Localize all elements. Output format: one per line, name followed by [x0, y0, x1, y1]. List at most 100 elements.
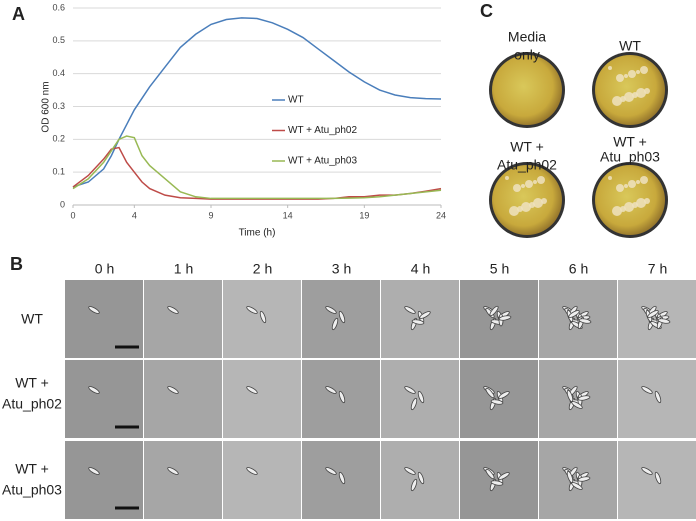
colony [537, 176, 545, 184]
micrograph [65, 441, 143, 519]
panel-label: A [12, 4, 25, 24]
colony [521, 202, 531, 212]
legend-label: WT [288, 95, 304, 106]
bacterium [259, 310, 267, 324]
bacterium [498, 472, 510, 480]
bacterium [566, 389, 574, 403]
bacterium [404, 386, 416, 394]
y-tick-label: 0.1 [52, 167, 65, 177]
colony [624, 202, 634, 212]
x-tick-label: 24 [436, 210, 446, 220]
bacterium [641, 467, 653, 475]
bacterium [167, 386, 179, 394]
bacterium [167, 306, 179, 314]
y-tick-label: 0.4 [52, 68, 65, 78]
plate-agar [595, 165, 665, 235]
colony [628, 70, 636, 78]
timelapse-grid: 0 h 1 h 2 h 3 h 4 h 5 h 6 h 7 h WT WT + Atu_ph02 WT… [2, 261, 696, 519]
plate-label: WT [619, 38, 641, 54]
plate-agar [492, 165, 562, 235]
colony [636, 198, 646, 208]
x-tick-label: 19 [359, 210, 369, 220]
bacterium [654, 390, 662, 404]
micrograph [65, 280, 143, 358]
bacterium [338, 471, 346, 485]
bacterium [88, 386, 100, 394]
plate-label: Atu_ph03 [600, 149, 660, 165]
bacterium [88, 306, 100, 314]
colony [612, 96, 622, 106]
bacterium [490, 399, 504, 405]
colony [608, 66, 612, 70]
micrograph [223, 441, 301, 519]
colony [612, 206, 622, 216]
bacterium [325, 467, 337, 475]
x-axis-title: Time (h) [239, 228, 276, 239]
colony [624, 184, 628, 188]
colony [521, 184, 525, 188]
bacterium [489, 305, 499, 317]
colony [533, 198, 543, 208]
bacterium [325, 386, 337, 394]
bacterium [411, 319, 425, 325]
bacterium [410, 478, 418, 492]
panel-label: B [10, 254, 23, 274]
bacterium [490, 480, 504, 486]
y-tick-label: 0.3 [52, 101, 65, 111]
legend-label: WT + Atu_ph02 [288, 125, 357, 136]
colony [608, 176, 612, 180]
column-label: 1 h [174, 261, 193, 277]
row-label: Atu_ph02 [2, 396, 62, 412]
micrograph [144, 441, 222, 519]
bacterium [410, 397, 418, 411]
column-label: 6 h [569, 261, 588, 277]
bacterium [246, 467, 258, 475]
y-tick-label: 0.6 [52, 2, 65, 12]
plate-label: only [514, 47, 540, 63]
colony [533, 180, 537, 184]
y-tick-label: 0 [60, 199, 65, 209]
bacterium [338, 390, 346, 404]
y-axis-title: OD 600 nm [41, 81, 52, 132]
legend-label: WT + Atu_ph03 [288, 156, 357, 167]
y-tick-label: 0.2 [52, 134, 65, 144]
column-label: 7 h [648, 261, 667, 277]
micrograph [223, 360, 301, 438]
panel-label: C [480, 1, 493, 21]
column-label: 2 h [253, 261, 272, 277]
bacterium [577, 476, 591, 482]
x-tick-label: 0 [70, 210, 75, 220]
plate-label: Media [508, 29, 546, 45]
bacterium [417, 471, 425, 485]
x-tick-label: 9 [208, 210, 213, 220]
colony [525, 180, 533, 188]
bacterium [578, 318, 592, 324]
colony [509, 206, 519, 216]
row-label: WT + [15, 375, 49, 391]
colony [636, 180, 640, 184]
micrograph [144, 280, 222, 358]
bacterium [657, 318, 671, 324]
colony [628, 180, 636, 188]
bacterium [404, 306, 416, 314]
column-label: 0 h [95, 261, 114, 277]
bacterium [167, 467, 179, 475]
row-label: Atu_ph03 [2, 482, 62, 498]
plate-agar [492, 55, 562, 125]
colony [636, 70, 640, 74]
plate-label: WT + [613, 134, 647, 150]
colony [616, 184, 624, 192]
bacterium [647, 310, 659, 318]
colony [624, 74, 628, 78]
bacterium [88, 467, 100, 475]
bacterium [577, 395, 591, 401]
colony [624, 92, 634, 102]
colony [513, 184, 521, 192]
bacterium [566, 470, 574, 484]
data-line [72, 17, 442, 188]
bacterium [568, 310, 580, 318]
bacterium [485, 387, 495, 399]
micrograph [65, 360, 143, 438]
